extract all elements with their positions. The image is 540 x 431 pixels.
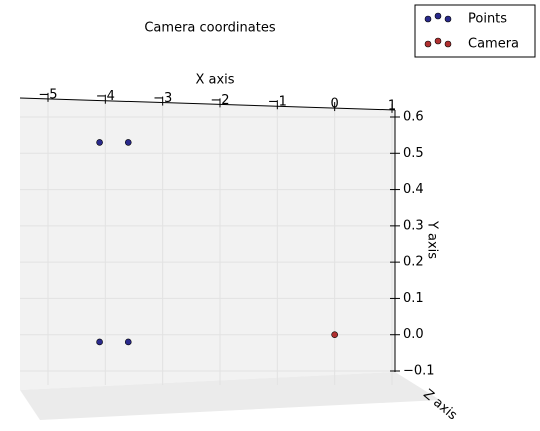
x-tick-label: −3 [153, 91, 172, 106]
point [96, 338, 103, 346]
z-axis-label: Z axis [420, 387, 460, 424]
y-axis-label: Y axis [425, 220, 440, 259]
legend-label: Points [468, 12, 507, 27]
point [331, 331, 338, 339]
x-tick-label: −2 [210, 93, 229, 108]
point [96, 139, 103, 146]
point [124, 139, 132, 146]
x-axis-label: X axis [195, 73, 234, 88]
y-tick-label: 0.3 [403, 218, 424, 233]
pane [20, 98, 395, 390]
legend-marker [424, 15, 432, 23]
y-tick-label: 0.5 [403, 146, 424, 161]
chart-title: Camera coordinates [144, 21, 275, 36]
y-tick-label: 0.1 [403, 291, 424, 306]
legend-marker [434, 37, 442, 45]
y-tick-label: 0.0 [403, 327, 424, 342]
y-tick-label: 0.4 [403, 182, 424, 197]
x-tick-label: −5 [38, 87, 57, 102]
legend-marker [444, 40, 452, 48]
y-tick-label: −0.1 [403, 364, 435, 379]
y-tick-label: 0.2 [403, 255, 424, 270]
y-tick-label: 0.6 [403, 110, 424, 125]
legend-label: Camera [468, 37, 519, 52]
x-axis-line [19, 97, 396, 111]
x-tick-label: 0 [331, 97, 339, 112]
legend [414, 4, 536, 58]
x-tick-label: −1 [268, 95, 287, 110]
x-tick-label: −4 [96, 89, 115, 104]
legend-marker [424, 40, 432, 48]
legend-marker [434, 12, 442, 20]
legend-marker [444, 15, 452, 23]
point [124, 338, 132, 346]
x-tick-label: 1 [388, 98, 396, 113]
